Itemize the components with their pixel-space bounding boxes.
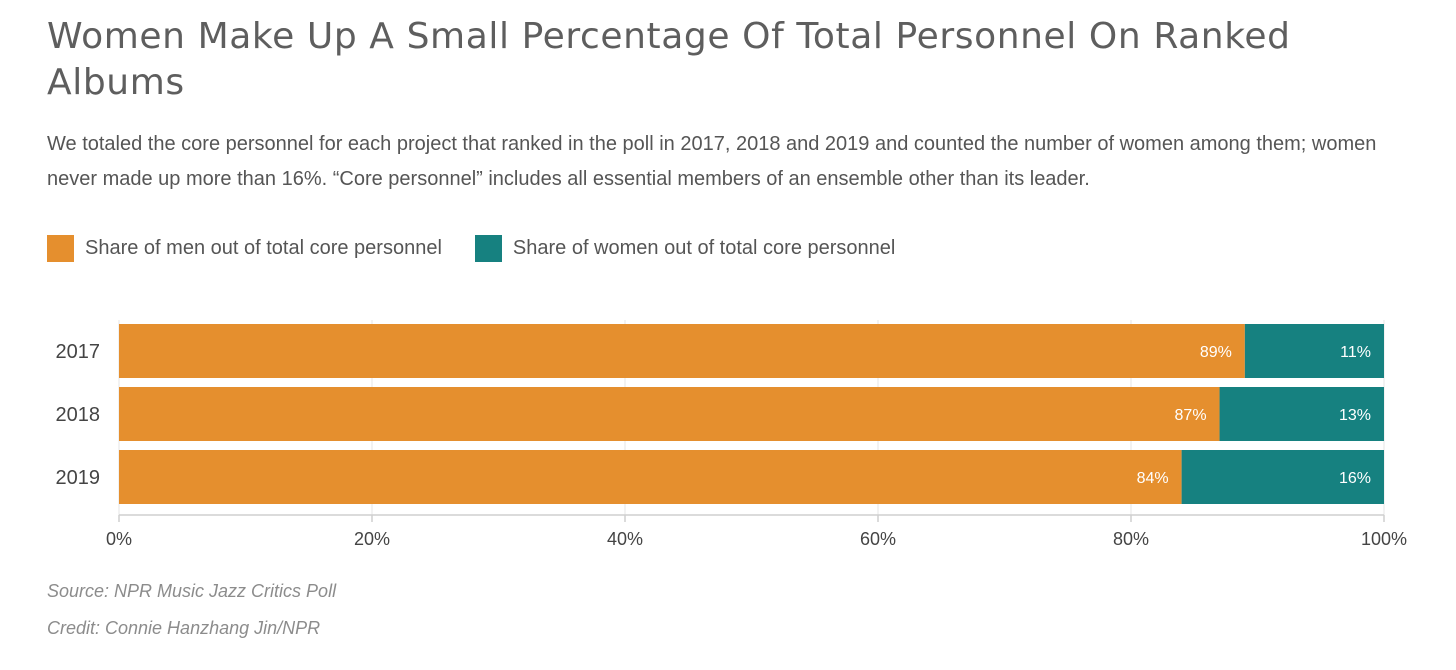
- legend-label-women: Share of women out of total core personn…: [512, 237, 896, 259]
- bar-women-2019: [1181, 450, 1384, 504]
- stacked-bar-chart: 2017 89% 11% 2018 87% 13% 2019 84% 16% 0% 20% 40% 60…: [56, 320, 1407, 549]
- x-tick-label-3: 60%: [860, 529, 896, 549]
- x-tick-label-0: 0%: [106, 529, 132, 549]
- data-label-men-2017: 89%: [1200, 344, 1232, 361]
- legend-swatch-men: [47, 235, 74, 262]
- bar-men-2017: [119, 324, 1245, 378]
- category-label-2018: 2018: [56, 404, 101, 426]
- legend-item-men: Share of men out of total core personnel: [47, 235, 442, 262]
- data-label-women-2017: 11%: [1340, 344, 1371, 361]
- x-tick-label-4: 80%: [1113, 529, 1149, 549]
- credit-note: Credit: Connie Hanzhang Jin/NPR: [47, 618, 321, 638]
- legend-item-women: Share of women out of total core personn…: [474, 235, 896, 262]
- legend-swatch-women: [474, 235, 502, 262]
- source-note: Source: NPR Music Jazz Critics Poll: [47, 581, 337, 601]
- data-label-men-2019: 84%: [1137, 470, 1169, 487]
- chart-title: Women Make Up A Small Percentage Of Tota…: [47, 16, 1291, 103]
- data-label-women-2018: 13%: [1339, 407, 1371, 424]
- bar-men-2019: [119, 450, 1182, 504]
- x-tick-label-5: 100%: [1361, 529, 1407, 549]
- legend: Share of men out of total core personnel…: [47, 235, 928, 262]
- category-label-2017: 2017: [56, 341, 101, 363]
- x-tick-label-2: 40%: [607, 529, 643, 549]
- data-label-women-2019: 16%: [1339, 470, 1371, 487]
- bar-women-2018: [1219, 387, 1384, 441]
- category-label-2019: 2019: [56, 467, 101, 489]
- x-tick-label-1: 20%: [354, 529, 390, 549]
- chart-subtitle: We totaled the core personnel for each p…: [47, 133, 1377, 190]
- bar-women-2017: [1244, 324, 1384, 378]
- bar-men-2018: [119, 387, 1220, 441]
- data-label-men-2018: 87%: [1175, 407, 1207, 424]
- legend-label-men: Share of men out of total core personnel: [85, 237, 442, 259]
